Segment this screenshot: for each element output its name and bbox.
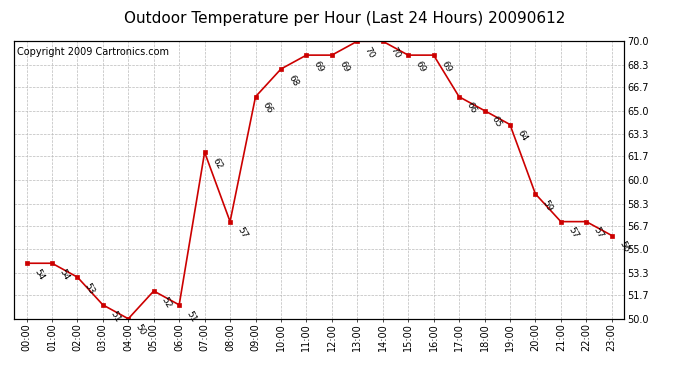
Text: 69: 69 bbox=[414, 59, 427, 74]
Text: 70: 70 bbox=[388, 45, 402, 60]
Text: 54: 54 bbox=[57, 267, 71, 282]
Text: 69: 69 bbox=[439, 59, 453, 74]
Text: 69: 69 bbox=[312, 59, 326, 74]
Text: 57: 57 bbox=[592, 226, 605, 240]
Text: 66: 66 bbox=[261, 101, 275, 116]
Text: 65: 65 bbox=[490, 115, 504, 129]
Text: 64: 64 bbox=[515, 129, 529, 143]
Text: 70: 70 bbox=[363, 45, 376, 60]
Text: 62: 62 bbox=[210, 156, 224, 171]
Text: Copyright 2009 Cartronics.com: Copyright 2009 Cartronics.com bbox=[17, 47, 169, 57]
Text: 51: 51 bbox=[185, 309, 198, 324]
Text: 51: 51 bbox=[108, 309, 122, 324]
Text: 53: 53 bbox=[83, 281, 97, 296]
Text: 68: 68 bbox=[286, 73, 300, 88]
Text: 56: 56 bbox=[618, 240, 631, 254]
Text: 50: 50 bbox=[134, 323, 148, 338]
Text: 69: 69 bbox=[337, 59, 351, 74]
Text: 66: 66 bbox=[464, 101, 478, 116]
Text: 57: 57 bbox=[566, 226, 580, 240]
Text: 52: 52 bbox=[159, 295, 172, 309]
Text: 59: 59 bbox=[541, 198, 555, 213]
Text: Outdoor Temperature per Hour (Last 24 Hours) 20090612: Outdoor Temperature per Hour (Last 24 Ho… bbox=[124, 11, 566, 26]
Text: 57: 57 bbox=[235, 226, 249, 240]
Text: 54: 54 bbox=[32, 267, 46, 282]
